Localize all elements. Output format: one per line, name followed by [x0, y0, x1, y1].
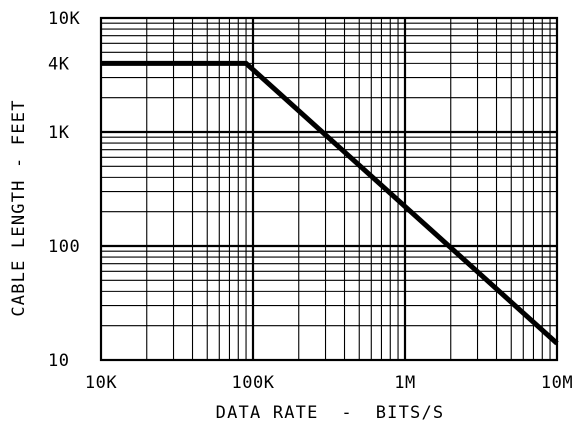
y-tick-label: 10	[48, 351, 69, 371]
x-tick-label: 10K	[85, 373, 117, 393]
y-tick-label: 100	[48, 237, 80, 257]
x-tick-label: 1M	[394, 373, 415, 393]
x-axis-title: DATA RATE - BITS/S	[216, 403, 445, 423]
series-line-0	[101, 60, 559, 346]
x-tick-label: 10M	[541, 373, 573, 393]
x-tick-label: 100K	[232, 373, 275, 393]
grid-layer	[101, 18, 557, 360]
plot-frame-layer	[99, 16, 559, 362]
series-layer	[101, 60, 559, 346]
plot-frame	[99, 16, 559, 362]
y-tick-label: 10K	[48, 9, 80, 29]
tick-label-layer: 10K 100K 1M 10M 10 100 1K 4K 10K	[48, 9, 573, 393]
y-axis-title: CABLE LENGTH - FEET	[9, 99, 29, 316]
y-tick-label: 4K	[48, 54, 70, 74]
y-tick-label: 1K	[48, 123, 70, 143]
